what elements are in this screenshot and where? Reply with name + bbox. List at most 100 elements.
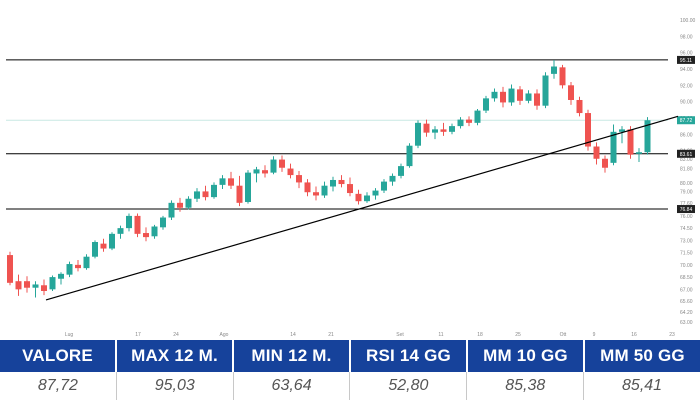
- candle-body: [117, 228, 124, 234]
- candle-body: [585, 113, 591, 147]
- candle-body: [15, 281, 22, 290]
- candle-body: [24, 281, 30, 288]
- candle-body: [41, 285, 47, 291]
- candle-body: [381, 181, 387, 191]
- y-tick-label: 64.20: [680, 310, 693, 316]
- candle-body: [415, 122, 421, 146]
- header-valore: VALORE: [0, 340, 115, 372]
- candle-body: [466, 119, 472, 123]
- candle-body: [406, 145, 413, 167]
- x-tick-label: 18: [477, 332, 483, 338]
- x-tick-label: Ago: [220, 332, 229, 338]
- candle-body: [602, 158, 608, 168]
- header-max-12m: MAX 12 M.: [117, 340, 232, 372]
- level-badge: [677, 55, 695, 64]
- candle-body: [372, 190, 379, 196]
- value-valore: 87,72: [0, 372, 117, 400]
- value-max-12m: 95,03: [117, 372, 234, 400]
- candle-body: [32, 284, 39, 288]
- candle-body: [66, 264, 73, 275]
- candle-body: [347, 184, 353, 194]
- y-tick-label: 80.00: [680, 181, 693, 187]
- candle-body: [432, 129, 438, 133]
- x-tick-label: 23: [669, 332, 675, 338]
- y-tick-label: 76.00: [680, 214, 693, 220]
- candle-body: [457, 119, 464, 127]
- candle-body: [525, 93, 532, 101]
- candle-body: [270, 159, 277, 173]
- stats-table: VALORE MAX 12 M. MIN 12 M. RSI 14 GG MM …: [0, 340, 700, 400]
- y-tick-label: 68.50: [680, 275, 693, 281]
- x-tick-label: 11: [438, 332, 443, 338]
- candle-body: [483, 98, 489, 111]
- candle-body: [449, 126, 455, 132]
- y-tick-label: 81.80: [680, 167, 693, 173]
- candle-body: [151, 226, 158, 237]
- x-tick-label: Set: [396, 332, 404, 338]
- candle-body: [636, 152, 642, 154]
- y-tick-label: 71.50: [680, 251, 693, 257]
- y-tick-label: 96.00: [680, 51, 693, 57]
- level-badge: [677, 205, 695, 214]
- candle-body: [219, 178, 226, 185]
- candle-body: [185, 198, 192, 208]
- x-tick-label: Ott: [560, 332, 567, 338]
- value-min-12m: 63,64: [234, 372, 351, 400]
- candle-body: [491, 91, 498, 99]
- level-badge: [677, 116, 695, 125]
- candle-body: [75, 264, 81, 269]
- candle-body: [517, 89, 523, 101]
- y-tick-label: 86.00: [680, 132, 693, 138]
- candle-body: [398, 166, 404, 176]
- y-tick-label: 67.00: [680, 287, 693, 293]
- x-tick-label: 14: [290, 332, 296, 338]
- level-badge: [677, 149, 695, 158]
- candle-body: [253, 169, 260, 174]
- candle-body: [364, 195, 370, 202]
- header-mm-10gg: MM 10 GG: [468, 340, 583, 372]
- x-tick-label: 17: [135, 332, 141, 338]
- candle-body: [228, 178, 234, 186]
- candle-body: [296, 175, 302, 183]
- candle-body: [92, 242, 98, 257]
- candle-body: [534, 93, 540, 106]
- candle-body: [100, 243, 107, 249]
- candle-body: [304, 182, 311, 193]
- level-badge-label: 76.84: [680, 207, 693, 213]
- stats-header-row: VALORE MAX 12 M. MIN 12 M. RSI 14 GG MM …: [0, 340, 700, 372]
- y-tick-label: 83.00: [680, 157, 693, 163]
- candle-body: [194, 191, 200, 199]
- candle-body: [262, 170, 268, 174]
- candle-body: [542, 75, 549, 106]
- candle-body: [321, 185, 328, 196]
- x-tick-label: Lug: [65, 332, 74, 338]
- stats-value-row: 87,72 95,03 63,64 52,80 85,38 85,41: [0, 372, 700, 400]
- y-tick-label: 92.00: [680, 83, 693, 89]
- candle-body: [7, 255, 13, 283]
- candle-body: [49, 277, 56, 290]
- candle-body: [177, 202, 183, 208]
- y-tick-label: 98.00: [680, 34, 693, 40]
- candle-body: [551, 66, 557, 74]
- level-badge-label: 87.72: [680, 118, 693, 124]
- level-badge-label: 95.11: [680, 58, 692, 64]
- candle-body: [423, 123, 430, 133]
- candle-body: [500, 91, 506, 103]
- y-tick-label: 94.00: [680, 67, 693, 73]
- candle-body: [313, 192, 319, 196]
- value-mm-50gg: 85,41: [622, 377, 663, 394]
- y-tick-label: 77.60: [680, 201, 693, 207]
- candle-body: [143, 233, 149, 238]
- candle-body: [134, 215, 141, 234]
- candle-body: [83, 256, 90, 269]
- candle-body: [576, 99, 583, 114]
- candle-body: [211, 184, 217, 198]
- candle-body: [109, 233, 115, 249]
- candle-body: [236, 185, 243, 203]
- candle-body: [593, 146, 600, 159]
- candle-body: [610, 131, 617, 163]
- candle-body: [338, 179, 345, 185]
- x-tick-label: 21: [328, 332, 334, 338]
- x-tick-label: 16: [631, 332, 637, 338]
- candle-body: [644, 120, 651, 153]
